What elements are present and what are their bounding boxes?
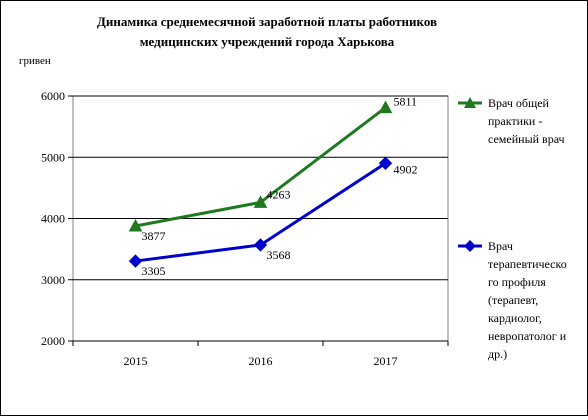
data-label: 5811 [394,95,418,109]
data-label: 3305 [142,264,166,278]
x-tick-label: 2015 [124,354,148,368]
y-tick-label: 4000 [41,212,65,226]
series-line-1 [135,106,387,228]
legend-label-line: невропатолог и [488,329,567,343]
legend-label-line: терапевтическо [488,257,567,271]
data-point-triangle [128,218,143,232]
legend-label-line: др.) [488,347,507,361]
data-point-diamond [128,254,143,268]
legend-label-line: Врач [488,239,513,253]
data-label: 4263 [267,187,291,201]
y-tick-label: 3000 [41,273,65,287]
data-point-diamond [378,156,393,170]
chart-title-line-2: медицинских учреждений города Харькова [140,34,395,49]
data-label: 3877 [142,229,166,243]
legend-label-line: (терапевт, [488,293,538,307]
legend-label-line: кардиолог, [488,311,542,325]
data-point-diamond [253,238,268,252]
y-axis-unit-label: гривен [19,55,51,67]
legend-marker-diamond [464,240,476,252]
data-point-triangle [253,195,268,208]
legend-label-line: Врач общей [488,96,550,110]
legend-label-line: семейный врач [488,132,565,146]
legend-marker-triangle [464,97,476,108]
x-tick-label: 2016 [249,354,273,368]
legend-label-line: го профиля [488,275,546,289]
legend-label-line: практики - [488,114,542,128]
x-tick-label: 2017 [374,354,398,368]
y-tick-label: 5000 [41,150,65,164]
y-tick-label: 6000 [41,89,65,103]
data-label: 4902 [394,162,418,176]
data-label: 3568 [267,248,291,262]
data-point-triangle [378,100,393,114]
chart-title-line-1: Динамика среднемесячной заработной платы… [97,14,437,29]
y-tick-label: 2000 [41,334,65,348]
